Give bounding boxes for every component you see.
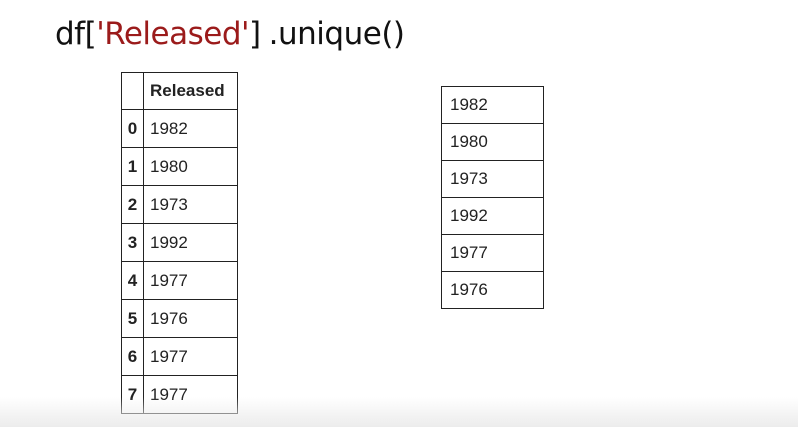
row-index: 0 [121,109,144,148]
table-row: 4 1977 [121,261,238,300]
row-value: 1980 [143,147,238,186]
table-row: 2 1973 [121,185,238,224]
row-value: 1973 [143,185,238,224]
table-row: 1 1980 [121,147,238,186]
row-index: 4 [121,261,144,300]
unique-value: 1982 [441,86,544,124]
unique-row: 1992 [441,197,544,235]
index-header [121,72,144,110]
dataframe-table: Released 0 1982 1 1980 2 1973 3 1992 4 1977 5… [121,72,238,414]
code-method: .unique() [268,16,405,52]
table-row: 0 1982 [121,109,238,148]
unique-row: 1976 [441,271,544,309]
table-row: 3 1992 [121,223,238,262]
row-index: 5 [121,299,144,338]
unique-value: 1973 [441,160,544,198]
row-index: 3 [121,223,144,262]
table-header-row: Released [121,72,238,110]
row-index: 6 [121,337,144,376]
unique-row: 1973 [441,160,544,198]
unique-row: 1977 [441,234,544,272]
table-row: 6 1977 [121,337,238,376]
unique-row: 1982 [441,86,544,124]
unique-values-table: 1982 1980 1973 1992 1977 1976 [441,86,544,309]
row-value: 1977 [143,261,238,300]
bottom-fade [0,397,798,427]
unique-value: 1992 [441,197,544,235]
code-column-key: 'Released' [96,16,250,52]
code-expression: df['Released'] .unique() [55,16,405,52]
row-index: 2 [121,185,144,224]
row-index: 1 [121,147,144,186]
unique-value: 1976 [441,271,544,309]
row-value: 1977 [143,337,238,376]
code-prefix: df[ [55,16,97,52]
unique-value: 1977 [441,234,544,272]
table-row: 5 1976 [121,299,238,338]
unique-row: 1980 [441,123,544,161]
row-index: 7 [121,375,144,414]
code-suffix: ] [249,16,261,52]
row-value: 1992 [143,223,238,262]
row-value: 1982 [143,109,238,148]
row-value: 1977 [143,375,238,414]
table-row: 7 1977 [121,375,238,414]
column-header: Released [143,72,238,110]
unique-value: 1980 [441,123,544,161]
row-value: 1976 [143,299,238,338]
